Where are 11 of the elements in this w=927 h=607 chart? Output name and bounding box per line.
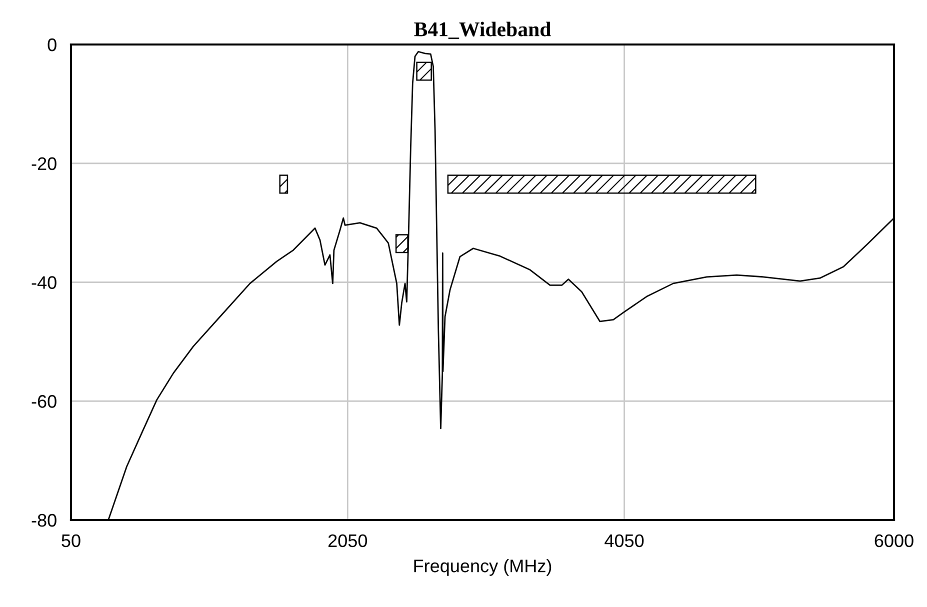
y-tick-label: -40 [32,276,56,289]
y-tick-label: 0 [48,38,56,52]
x-axis-title: Frequency (MHz) [414,559,552,576]
x-tick-label: 50 [62,534,80,548]
x-tick-label: 4050 [604,534,644,548]
x-tick-label: 2050 [328,534,368,548]
y-tick-label: -20 [32,157,56,170]
y-tick-label: -60 [32,395,56,408]
y-tick-label: -80 [32,514,56,527]
chart-title: B41_Wideband [414,22,551,40]
x-tick-label: 6000 [874,534,914,548]
